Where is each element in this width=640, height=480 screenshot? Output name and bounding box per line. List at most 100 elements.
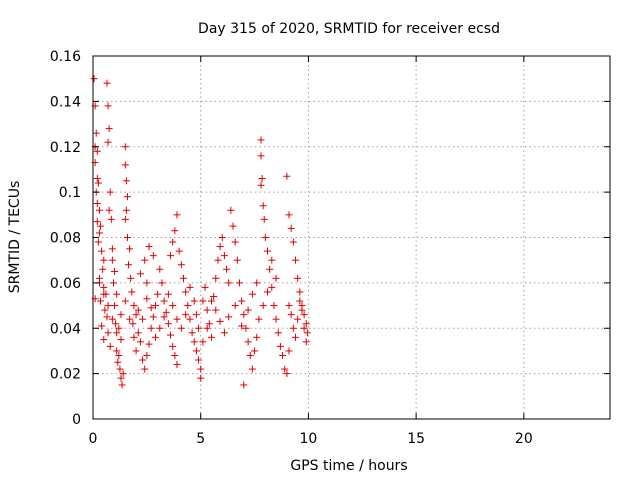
data-point xyxy=(103,313,111,321)
data-point xyxy=(94,238,102,246)
data-point xyxy=(106,342,114,350)
data-point xyxy=(177,324,185,332)
data-point xyxy=(291,256,299,264)
data-point xyxy=(95,206,103,214)
y-tick-label: 0.14 xyxy=(50,94,81,110)
data-point xyxy=(257,181,265,189)
data-point xyxy=(231,238,239,246)
y-axis-title: SRMTID / TECUs xyxy=(7,181,23,294)
data-point xyxy=(225,279,233,287)
y-tick-label: 0.1 xyxy=(59,185,81,201)
data-point xyxy=(296,288,304,296)
data-point xyxy=(207,297,215,305)
data-point xyxy=(175,247,183,255)
data-point xyxy=(173,211,181,219)
data-point xyxy=(108,315,116,323)
data-point xyxy=(251,347,259,355)
data-point xyxy=(257,136,265,144)
data-point xyxy=(207,333,215,341)
x-tick-label: 5 xyxy=(196,431,205,447)
data-point xyxy=(287,311,295,319)
data-point xyxy=(186,283,194,291)
data-point xyxy=(92,129,100,137)
data-point xyxy=(145,340,153,348)
data-point xyxy=(272,274,280,282)
data-point xyxy=(141,365,149,373)
data-point xyxy=(147,324,155,332)
data-point xyxy=(107,215,115,223)
data-point xyxy=(117,311,125,319)
data-point xyxy=(93,218,101,226)
data-point xyxy=(156,324,164,332)
data-point xyxy=(214,256,222,264)
data-point xyxy=(105,125,113,133)
data-point xyxy=(105,206,113,214)
data-point xyxy=(143,295,151,303)
data-point xyxy=(121,215,129,223)
data-point xyxy=(246,351,254,359)
y-tick-label: 0.04 xyxy=(50,321,81,337)
data-point xyxy=(130,333,138,341)
data-point xyxy=(93,199,101,207)
data-point xyxy=(235,279,243,287)
data-point xyxy=(111,268,119,276)
x-axis: 0 5 10 15 20 xyxy=(89,56,533,447)
data-point xyxy=(261,234,269,241)
y-tick-label: 0.16 xyxy=(50,49,81,65)
data-point xyxy=(227,206,235,214)
data-point xyxy=(111,302,119,310)
data-point xyxy=(90,75,98,83)
data-point xyxy=(302,338,310,346)
data-point xyxy=(253,333,261,341)
data-point xyxy=(126,245,134,253)
data-point xyxy=(171,227,179,235)
data-point xyxy=(154,290,162,298)
data-point xyxy=(287,224,295,232)
data-point xyxy=(113,290,121,298)
data-point xyxy=(186,315,194,323)
data-point xyxy=(298,306,306,314)
data-point xyxy=(182,311,190,319)
data-point xyxy=(285,302,293,310)
data-point xyxy=(167,252,175,260)
data-point xyxy=(104,329,112,337)
data-point xyxy=(248,290,256,298)
data-point xyxy=(212,274,220,282)
data-point xyxy=(192,311,200,319)
data-point xyxy=(115,324,123,332)
data-point xyxy=(248,365,256,373)
data-point xyxy=(95,229,103,237)
x-tick-label: 10 xyxy=(300,431,318,447)
data-point xyxy=(143,279,151,287)
data-point xyxy=(93,175,101,183)
data-point xyxy=(122,177,130,185)
data-point xyxy=(220,329,228,337)
data-point xyxy=(169,238,177,246)
data-point xyxy=(268,256,276,264)
x-tick-label: 0 xyxy=(89,431,98,447)
data-point xyxy=(253,279,261,287)
chart-title: Day 315 of 2020, SRMTID for receiver ecs… xyxy=(198,21,500,37)
data-point xyxy=(169,302,177,310)
data-point xyxy=(190,338,198,346)
data-point xyxy=(119,370,127,378)
data-point xyxy=(225,313,233,321)
y-axis: 0 0.02 0.04 0.06 0.08 0.1 0.12 0.14 0.16 xyxy=(50,49,610,428)
data-point xyxy=(101,306,109,314)
data-point xyxy=(233,256,241,264)
data-point xyxy=(108,245,116,253)
data-point xyxy=(93,147,101,155)
data-point xyxy=(99,265,107,273)
data-point xyxy=(268,283,276,291)
data-point xyxy=(259,202,267,210)
data-point xyxy=(300,324,308,332)
data-point xyxy=(199,297,207,305)
data-point xyxy=(276,342,284,350)
data-point xyxy=(281,365,289,373)
data-point xyxy=(220,252,228,260)
data-point xyxy=(274,329,282,337)
data-point xyxy=(190,297,198,305)
data-point xyxy=(97,297,105,305)
data-point xyxy=(164,320,172,328)
data-point xyxy=(106,188,114,196)
